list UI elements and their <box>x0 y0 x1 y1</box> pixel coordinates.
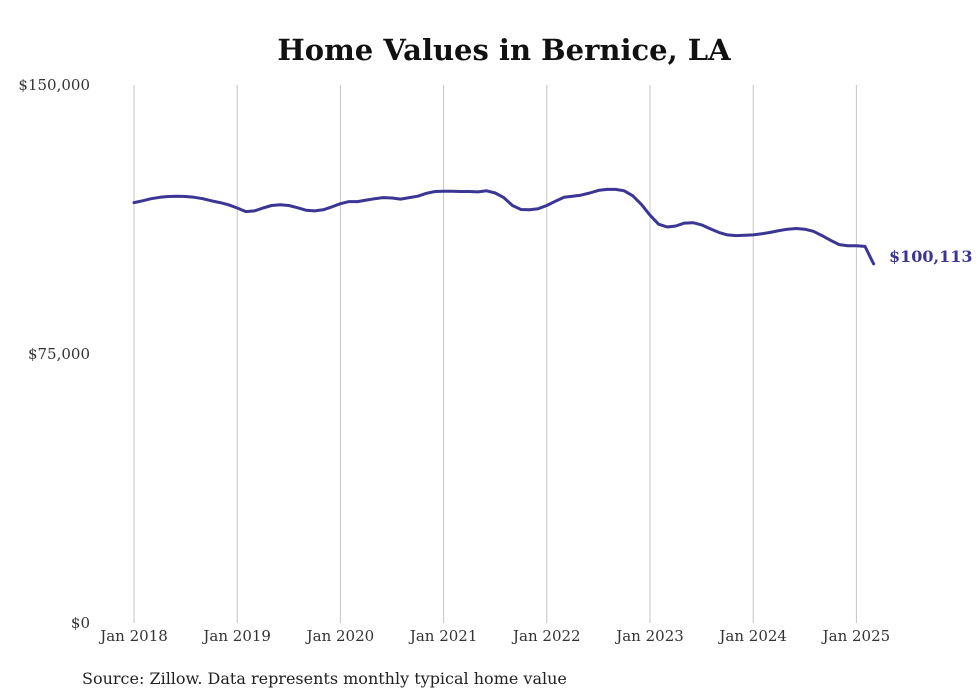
y-tick-label: $0 <box>71 614 90 632</box>
last-value-label: $100,113 <box>889 247 973 266</box>
y-tick-label: $150,000 <box>18 76 90 94</box>
x-tick-label: Jan 2019 <box>201 627 271 645</box>
source-note: Source: Zillow. Data represents monthly … <box>82 669 567 688</box>
series-layer <box>132 187 876 266</box>
y-tick-label: $75,000 <box>28 345 90 363</box>
x-axis-ticks: Jan 2018 Jan 2019 Jan 2020 Jan 2021 Jan 2022… <box>98 627 890 645</box>
x-tick-label: Jan 2022 <box>511 627 581 645</box>
x-tick-label: Jan 2024 <box>717 627 787 645</box>
y-axis-ticks: $150,000 $75,000 $0 <box>18 76 90 632</box>
x-tick-label: Jan 2021 <box>408 627 478 645</box>
x-tick-label: Jan 2020 <box>305 627 375 645</box>
x-tick-label: Jan 2018 <box>98 627 168 645</box>
grid-layer <box>133 85 857 623</box>
x-tick-label: Jan 2023 <box>614 627 684 645</box>
series-line <box>132 187 876 266</box>
x-tick-label: Jan 2025 <box>821 627 891 645</box>
chart-title: Home Values in Bernice, LA <box>277 33 731 67</box>
